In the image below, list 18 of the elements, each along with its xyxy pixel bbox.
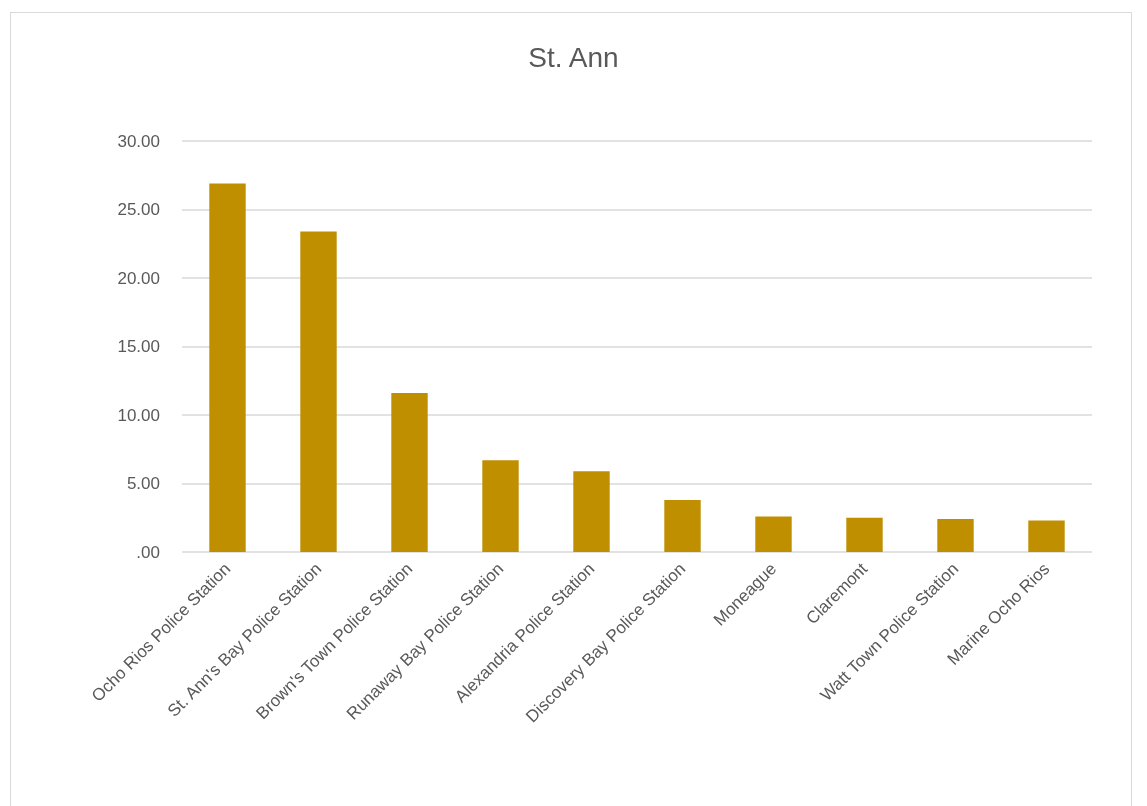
y-tick-label: 5.00	[126, 474, 160, 493]
bar	[391, 393, 428, 552]
bar	[937, 519, 974, 552]
bar	[1028, 520, 1065, 552]
bar	[664, 499, 701, 552]
bar	[846, 517, 883, 552]
y-tick-label: 10.00	[117, 405, 160, 425]
y-tick-label: 30.00	[117, 131, 160, 151]
bar	[573, 471, 610, 552]
bar	[755, 516, 792, 552]
bar	[482, 460, 519, 552]
y-tick-label: 20.00	[117, 268, 160, 288]
y-tick-label: 15.00	[117, 337, 160, 356]
bar	[209, 183, 246, 552]
chart-title: St. Ann	[528, 41, 619, 73]
bar	[300, 231, 337, 552]
y-tick-label: .00	[136, 542, 160, 562]
y-tick-label: 25.00	[117, 200, 160, 219]
